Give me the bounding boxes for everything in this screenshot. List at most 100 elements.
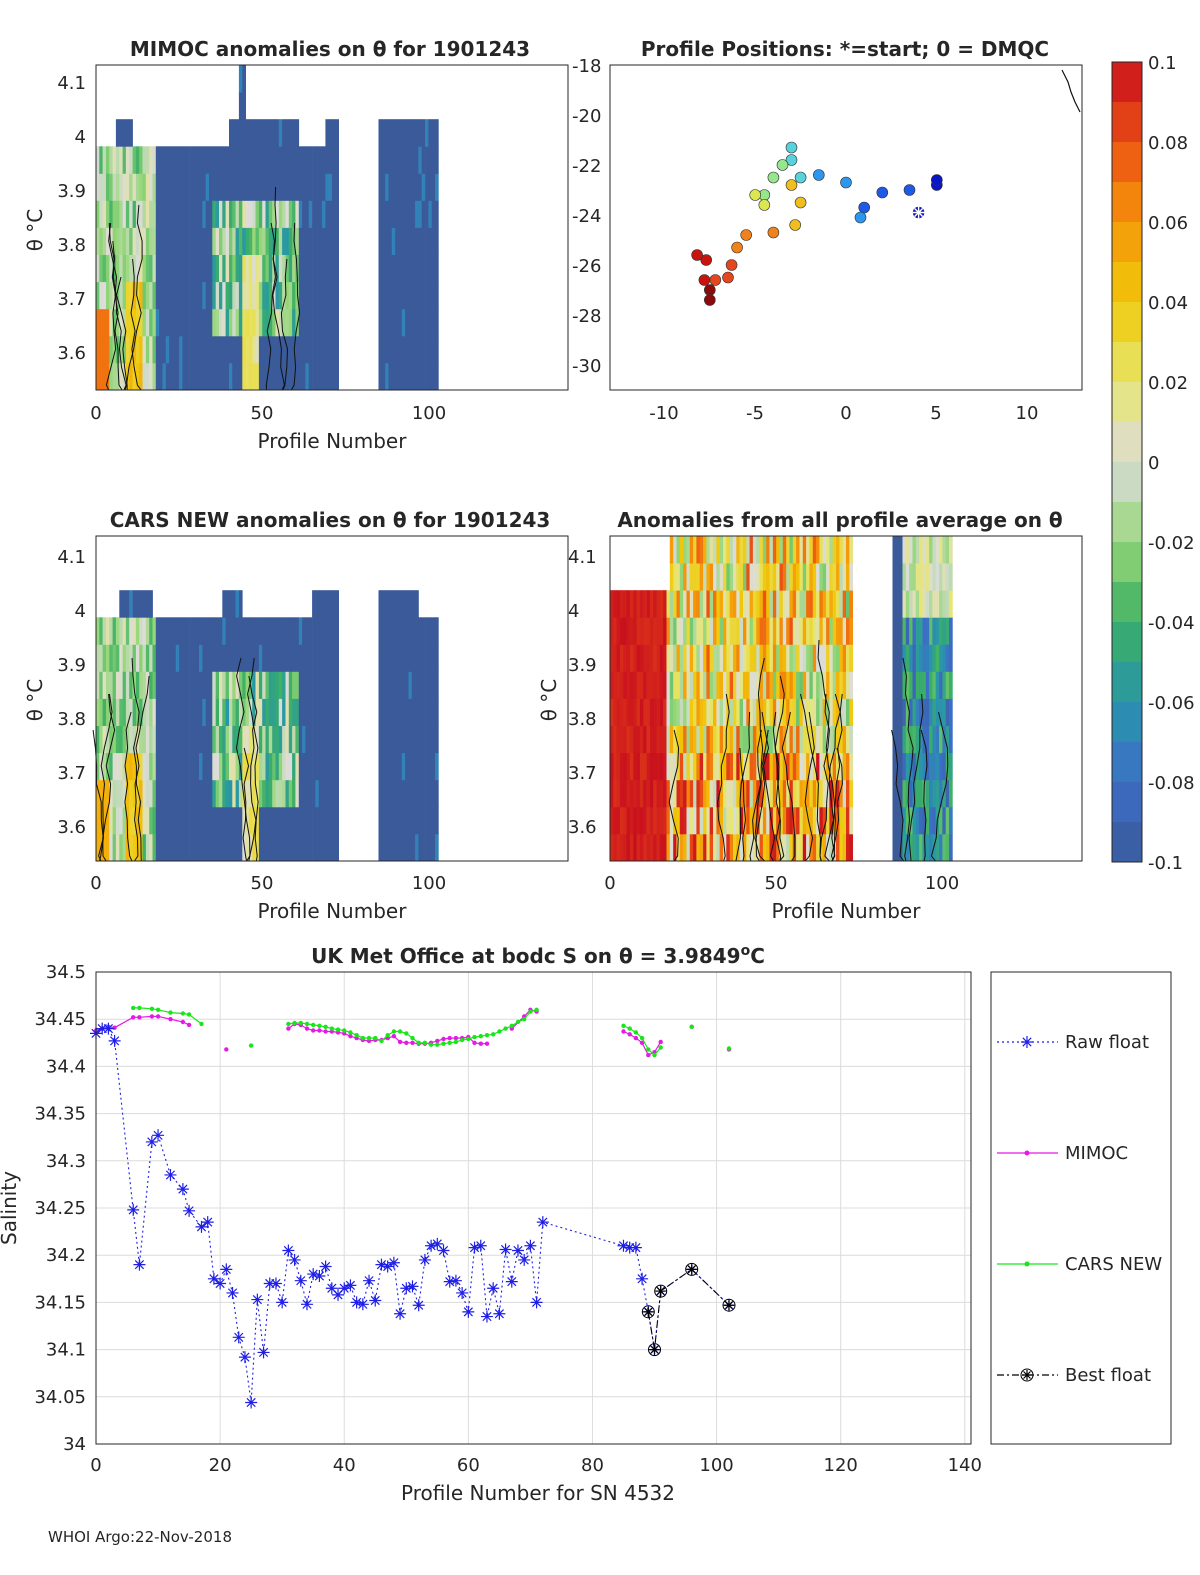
heat-cell bbox=[308, 227, 313, 255]
heat-cell bbox=[378, 362, 383, 391]
heat-cell bbox=[142, 698, 147, 726]
heat-cell bbox=[305, 308, 310, 337]
heat-cell bbox=[328, 146, 333, 174]
heat-cell bbox=[302, 671, 306, 699]
heat-cell bbox=[620, 644, 624, 672]
heat-cell bbox=[298, 254, 303, 283]
heat-cell bbox=[169, 308, 173, 337]
heat-cell bbox=[772, 644, 777, 672]
heat-cell bbox=[676, 644, 681, 672]
heat-cell bbox=[929, 644, 933, 672]
heat-cell bbox=[723, 590, 727, 618]
heat-cell bbox=[172, 173, 177, 201]
heat-cell bbox=[135, 254, 140, 283]
contour-line bbox=[761, 711, 776, 862]
heat-cell bbox=[693, 779, 697, 808]
heat-cell bbox=[646, 833, 651, 862]
heat-cell bbox=[96, 617, 100, 645]
heat-cell bbox=[139, 698, 143, 726]
heat-cell bbox=[219, 335, 223, 364]
colorbar: 0.1 0.08 0.06 0.04 0.02 0 -0.02 -0.04 -0… bbox=[1111, 53, 1195, 874]
heat-cell bbox=[802, 644, 807, 672]
heat-cell bbox=[846, 725, 850, 754]
heat-cell bbox=[288, 644, 293, 672]
heat-cell bbox=[408, 590, 413, 618]
heat-cell bbox=[709, 698, 714, 726]
heat-cell bbox=[408, 173, 413, 201]
heat-cell bbox=[729, 590, 734, 618]
heat-cell bbox=[623, 644, 627, 672]
cars-new-point bbox=[509, 1023, 514, 1028]
heat-cell bbox=[209, 227, 213, 255]
heat-cell bbox=[162, 335, 167, 364]
mimoc-point bbox=[317, 1028, 322, 1033]
heat-cell bbox=[405, 362, 409, 391]
heat-cell bbox=[275, 173, 280, 201]
heat-cell bbox=[431, 362, 436, 391]
heat-cell bbox=[415, 590, 419, 618]
colorbar-cells bbox=[1112, 62, 1142, 862]
heat-cell bbox=[119, 200, 123, 228]
heat-cell bbox=[719, 779, 724, 808]
heat-cell bbox=[332, 779, 336, 808]
heat-cell bbox=[285, 806, 290, 835]
heat-cell bbox=[325, 725, 330, 754]
heat-cell bbox=[99, 254, 103, 283]
heat-cell bbox=[743, 644, 747, 672]
heat-cell bbox=[102, 227, 107, 255]
raw-float-marker bbox=[195, 1220, 208, 1233]
heat-cell bbox=[268, 173, 273, 201]
heat-cell bbox=[769, 698, 774, 726]
heat-cell bbox=[799, 752, 804, 781]
heat-cell bbox=[796, 806, 800, 835]
heat-cell bbox=[155, 227, 160, 255]
heat-cell bbox=[733, 536, 737, 564]
heat-cell bbox=[912, 725, 917, 754]
heat-cell bbox=[175, 644, 180, 672]
heat-cell bbox=[222, 362, 226, 391]
heat-cell bbox=[435, 335, 439, 364]
heat-cell bbox=[312, 698, 316, 726]
heat-cell bbox=[895, 644, 900, 672]
mimoc-title: MIMOC anomalies on θ for 1901243 bbox=[130, 37, 530, 61]
heat-cell bbox=[149, 617, 153, 645]
heat-cell bbox=[315, 362, 320, 391]
heat-cell bbox=[215, 698, 220, 726]
heat-cell bbox=[809, 806, 814, 835]
cars-new-point bbox=[335, 1027, 341, 1032]
heat-cell bbox=[242, 779, 246, 808]
heat-cell bbox=[275, 254, 280, 283]
heat-cell bbox=[145, 725, 150, 754]
heat-cell bbox=[302, 833, 306, 862]
heat-cell bbox=[295, 308, 300, 337]
allavg-ytick-4.1: 4.1 bbox=[568, 547, 597, 568]
cars-new-point bbox=[627, 1026, 632, 1031]
heat-cell bbox=[782, 590, 787, 618]
heat-cell bbox=[139, 617, 143, 645]
heat-cell bbox=[428, 119, 433, 147]
contour-line bbox=[124, 204, 143, 391]
heat-cell bbox=[786, 617, 790, 645]
heat-cell bbox=[312, 173, 316, 201]
heat-cell bbox=[132, 308, 137, 337]
raw-float-marker bbox=[400, 1282, 413, 1295]
heat-cell bbox=[135, 779, 140, 808]
heat-cell bbox=[683, 671, 687, 699]
heat-cell bbox=[205, 617, 210, 645]
heat-cell bbox=[112, 335, 117, 364]
salinity-ytick: 34.2 bbox=[46, 1245, 86, 1266]
heat-cell bbox=[905, 563, 910, 591]
heat-cell bbox=[175, 671, 180, 699]
heat-cell bbox=[222, 335, 226, 364]
raw-float-marker bbox=[418, 1253, 431, 1266]
cars-new-point bbox=[155, 1007, 161, 1012]
cars-new-point bbox=[391, 1029, 397, 1034]
heat-cell bbox=[225, 281, 230, 310]
heat-cell bbox=[636, 725, 641, 754]
best-float-marker bbox=[641, 1305, 655, 1319]
heat-cell bbox=[295, 698, 300, 726]
heat-cell bbox=[115, 119, 120, 147]
heat-cell bbox=[139, 806, 143, 835]
heat-cell bbox=[683, 806, 687, 835]
heat-cell bbox=[421, 779, 426, 808]
